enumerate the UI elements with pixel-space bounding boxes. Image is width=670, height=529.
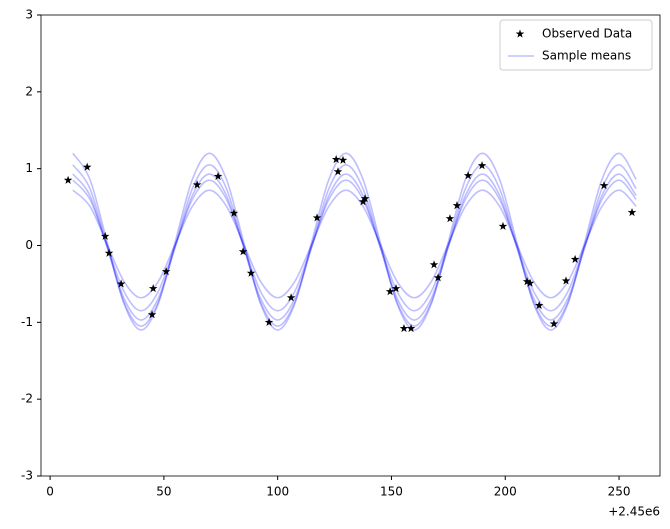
data-point [498, 221, 508, 230]
data-point [104, 248, 114, 257]
data-point [148, 284, 158, 293]
sample-mean-line [72, 164, 637, 327]
data-point [433, 273, 443, 282]
data-point [570, 254, 580, 263]
y-tick-label: 1 [25, 161, 33, 175]
x-tick-label: 50 [156, 485, 171, 499]
sample-mean-line [72, 179, 637, 312]
data-point [238, 247, 248, 256]
y-tick-label: -3 [21, 469, 33, 483]
plot-frame [40, 14, 661, 477]
data-point [192, 180, 202, 189]
data-point [522, 277, 532, 286]
data-point [246, 268, 256, 277]
data-point [399, 323, 409, 333]
data-point [338, 155, 348, 164]
data-point [549, 319, 559, 328]
data-point [229, 208, 239, 217]
y-tick-label: -2 [21, 392, 33, 406]
data-point [161, 267, 171, 276]
legend-marker [515, 29, 525, 38]
data-point [452, 201, 462, 210]
data-point [525, 278, 535, 287]
data-point [477, 161, 487, 170]
data-point [561, 276, 571, 285]
data-point [331, 154, 341, 164]
data-point [147, 310, 157, 319]
y-tick-label: 0 [25, 238, 33, 252]
x-tick-label: 100 [266, 485, 289, 499]
x-tick-label: 0 [46, 485, 54, 499]
x-tick-label: 200 [494, 485, 517, 499]
y-tick-label: -1 [21, 315, 33, 329]
data-point [264, 317, 274, 326]
y-tick-label: 2 [25, 84, 33, 98]
data-point [627, 207, 637, 217]
x-offset-label: +2.45e6 [608, 505, 660, 519]
data-point [333, 167, 343, 176]
data-point [286, 293, 296, 302]
data-point [385, 287, 395, 296]
data-point [406, 323, 416, 333]
data-point [463, 171, 473, 180]
data-point [534, 300, 544, 310]
x-tick-label: 250 [608, 485, 631, 499]
data-point [100, 231, 110, 240]
data-point [82, 162, 92, 171]
x-tick-label: 150 [380, 485, 403, 499]
data-point [445, 214, 455, 223]
sample-mean-line [72, 173, 637, 321]
legend-label: Observed Data [542, 27, 632, 41]
sample-mean-line [72, 189, 637, 299]
data-point [116, 279, 126, 288]
data-point [312, 213, 322, 222]
y-tick-label: 3 [25, 8, 33, 22]
data-point [599, 181, 609, 190]
data-point [213, 171, 223, 180]
legend-box [499, 19, 653, 71]
data-point [391, 284, 401, 293]
data-point [63, 175, 73, 184]
data-point [360, 194, 370, 203]
legend-label: Sample means [542, 49, 631, 63]
data-point [429, 260, 439, 269]
